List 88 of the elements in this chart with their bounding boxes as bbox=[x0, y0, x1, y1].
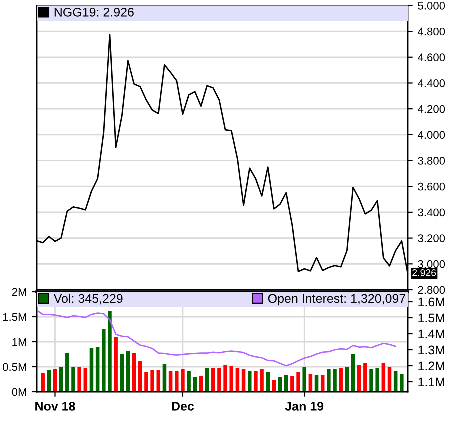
bar bbox=[400, 374, 404, 392]
text: 2.926 bbox=[412, 269, 436, 276]
legend-label: Open Interest: 1,320,097 bbox=[268, 294, 406, 306]
bar bbox=[345, 368, 350, 392]
bar bbox=[382, 364, 386, 392]
bar bbox=[78, 368, 82, 392]
bar bbox=[144, 372, 148, 392]
bar bbox=[53, 370, 58, 392]
bar bbox=[156, 370, 161, 392]
bar bbox=[284, 376, 288, 392]
bar bbox=[168, 372, 173, 392]
bar bbox=[181, 370, 185, 392]
y-tick-label: 1M bbox=[12, 338, 26, 346]
bar bbox=[205, 368, 210, 392]
bar bbox=[120, 354, 124, 392]
y-tick-label: 3.400 bbox=[418, 208, 446, 217]
bar bbox=[150, 370, 154, 392]
line-series bbox=[37, 310, 397, 367]
bar bbox=[218, 368, 222, 392]
legend-label: Vol: 345,229 bbox=[54, 294, 123, 305]
bar bbox=[376, 368, 380, 392]
y-tick-label: 4.000 bbox=[418, 131, 446, 140]
bar bbox=[224, 366, 228, 392]
bar bbox=[296, 372, 300, 392]
y-tick-label: 4.400 bbox=[418, 80, 446, 88]
bar bbox=[236, 368, 240, 392]
bar bbox=[90, 348, 94, 392]
bar bbox=[84, 368, 88, 392]
bar bbox=[199, 376, 204, 392]
bar bbox=[138, 362, 142, 392]
bar bbox=[72, 368, 76, 392]
x-tick-label: Dec bbox=[172, 402, 194, 411]
bar bbox=[102, 330, 106, 392]
y-tick-label: 0.5M bbox=[3, 363, 26, 372]
bar bbox=[314, 376, 319, 392]
bar bbox=[320, 376, 325, 392]
bar bbox=[266, 372, 270, 392]
bar bbox=[364, 364, 368, 392]
bar bbox=[370, 370, 374, 392]
bar bbox=[230, 366, 234, 392]
bar bbox=[59, 368, 64, 392]
bar bbox=[308, 374, 313, 392]
y-tick-label: 4.200 bbox=[418, 105, 446, 114]
bar bbox=[248, 372, 252, 392]
bar bbox=[132, 354, 136, 392]
bar bbox=[333, 370, 337, 392]
y-tick-label: 2.800 bbox=[418, 286, 446, 294]
bar bbox=[394, 372, 398, 392]
bar bbox=[187, 372, 191, 392]
x-tick-label: Jan 19 bbox=[285, 402, 324, 411]
y-tick-label: 2M bbox=[12, 288, 26, 296]
bar bbox=[290, 376, 294, 392]
y-tick-label: 1.5M bbox=[3, 313, 26, 322]
legend-label: NGG19: 2.926 bbox=[54, 8, 134, 17]
bar bbox=[108, 312, 112, 392]
bar bbox=[388, 368, 392, 392]
bar bbox=[211, 368, 216, 392]
bar bbox=[126, 352, 130, 392]
y-tick-label: 4.800 bbox=[418, 28, 446, 36]
bar bbox=[66, 354, 70, 392]
y-tick-label: 3.200 bbox=[418, 234, 446, 242]
y2-tick-label: 1.1M bbox=[418, 378, 444, 387]
bar bbox=[47, 370, 52, 392]
bar bbox=[242, 370, 246, 392]
x-tick-label: Nov 18 bbox=[36, 402, 76, 411]
bar bbox=[254, 372, 258, 392]
bar bbox=[114, 338, 118, 392]
y-tick-label: 5.000 bbox=[418, 2, 446, 10]
y-tick-label: 0M bbox=[12, 388, 26, 396]
bar bbox=[351, 354, 356, 392]
y2-tick-label: 1.6M bbox=[418, 298, 444, 307]
y2-tick-label: 1.4M bbox=[418, 330, 444, 339]
y2-tick-label: 1.2M bbox=[418, 362, 444, 371]
bar bbox=[302, 368, 306, 392]
bar bbox=[193, 378, 198, 392]
y2-tick-label: 1.3M bbox=[418, 346, 444, 355]
bar bbox=[41, 374, 45, 392]
bar bbox=[162, 364, 167, 392]
y-tick-label: 3.000 bbox=[418, 260, 446, 268]
y-tick-label: 3.800 bbox=[418, 157, 446, 165]
bar bbox=[175, 372, 179, 392]
bar bbox=[357, 366, 362, 392]
bar bbox=[260, 370, 264, 392]
bar bbox=[327, 370, 331, 392]
bar bbox=[339, 368, 343, 392]
bar bbox=[96, 348, 100, 392]
y-tick-label: 4.600 bbox=[418, 54, 446, 62]
y-tick-label: 3.600 bbox=[418, 182, 446, 191]
